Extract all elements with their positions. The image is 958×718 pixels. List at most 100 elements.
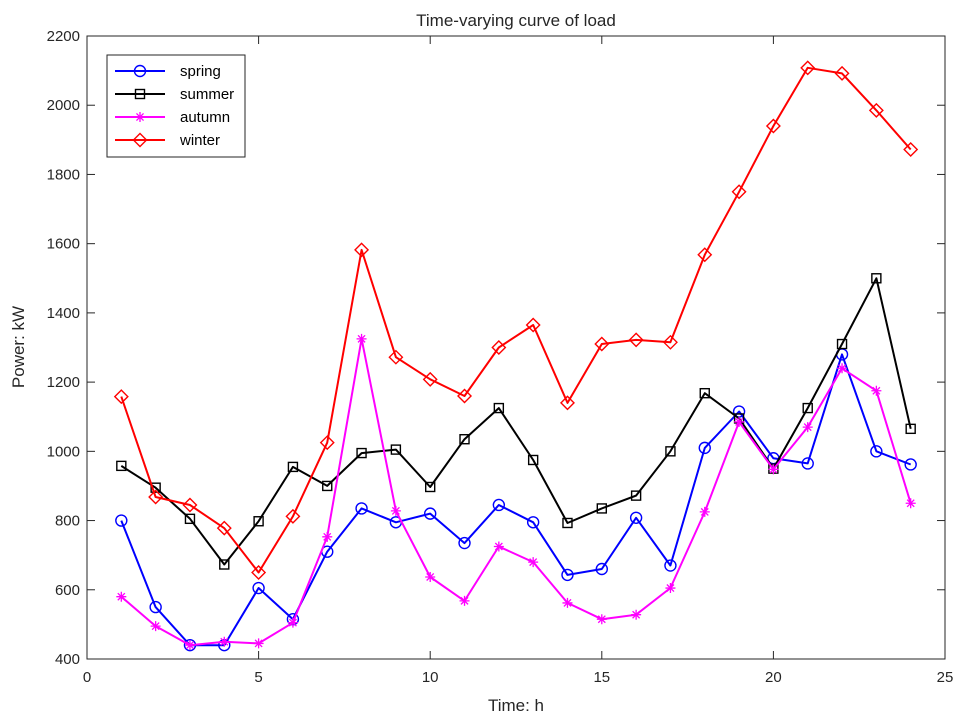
summer-point xyxy=(459,434,470,445)
series-summer xyxy=(116,273,916,570)
y-tick-label: 600 xyxy=(55,582,80,599)
summer-point xyxy=(596,503,607,514)
legend-label: autumn xyxy=(180,109,230,126)
spring-point xyxy=(595,562,608,576)
winter-point xyxy=(903,142,919,158)
legend-item-summer: summer xyxy=(115,86,234,103)
autumn-point xyxy=(356,333,367,344)
autumn-point xyxy=(287,617,298,628)
winter-point xyxy=(457,388,473,404)
winter-point xyxy=(148,489,164,505)
x-tick-label: 25 xyxy=(937,669,954,686)
autumn-point xyxy=(768,464,779,475)
summer-point xyxy=(150,482,161,493)
y-tick-label: 2200 xyxy=(47,28,80,45)
x-tick-label: 20 xyxy=(765,669,782,686)
spring-point xyxy=(526,516,540,529)
series-layer xyxy=(113,60,919,652)
y-tick-label: 800 xyxy=(55,513,80,530)
winter-point xyxy=(697,247,713,263)
spring-point xyxy=(115,514,128,527)
legend-item-winter: winter xyxy=(115,132,220,149)
winter-point xyxy=(182,497,198,513)
y-tick-label: 1400 xyxy=(47,305,80,322)
axes-box xyxy=(86,35,946,660)
summer-point xyxy=(287,461,299,473)
autumn-point xyxy=(837,363,848,374)
series-winter xyxy=(113,60,919,580)
x-tick-label: 0 xyxy=(83,669,91,686)
summer-point xyxy=(699,387,710,399)
legend-marker xyxy=(135,112,145,122)
summer-point xyxy=(219,559,230,570)
autumn-point xyxy=(528,557,539,568)
autumn-point xyxy=(116,591,127,602)
summer-point xyxy=(184,513,196,525)
autumn-point xyxy=(425,571,436,582)
autumn-point xyxy=(905,498,916,509)
autumn-point xyxy=(459,595,470,606)
summer-point xyxy=(562,517,573,529)
summer-point xyxy=(630,490,642,501)
spring-point xyxy=(492,498,506,512)
x-axis-label: Time: h xyxy=(488,696,544,715)
winter-point xyxy=(765,118,781,134)
winter-line xyxy=(120,66,912,574)
chart-title: Time-varying curve of load xyxy=(416,11,616,30)
legend-marker xyxy=(133,64,147,78)
winter-point xyxy=(868,102,884,118)
y-tick-label: 400 xyxy=(55,651,80,668)
winter-point xyxy=(662,334,678,350)
summer-point xyxy=(871,273,882,284)
winter-point xyxy=(491,340,507,355)
x-tick-label: 10 xyxy=(422,669,439,686)
autumn-point xyxy=(253,638,264,649)
autumn-point xyxy=(734,416,745,427)
series-autumn xyxy=(116,333,916,651)
summer-point xyxy=(665,446,676,457)
summer-point xyxy=(322,480,333,492)
summer-line xyxy=(120,277,912,566)
autumn-point xyxy=(184,640,195,651)
summer-point xyxy=(905,423,916,435)
autumn-point xyxy=(562,597,573,608)
winter-point xyxy=(525,317,541,333)
spring-point xyxy=(252,581,265,595)
x-tick-label: 15 xyxy=(593,669,610,686)
autumn-point xyxy=(390,505,401,516)
winter-point xyxy=(731,184,747,200)
summer-point xyxy=(493,402,505,414)
autumn-point xyxy=(631,609,642,620)
autumn-line xyxy=(120,337,912,647)
spring-point xyxy=(801,457,814,470)
y-tick-label: 1000 xyxy=(47,443,80,460)
spring-point xyxy=(458,536,471,550)
legend-label: summer xyxy=(180,86,234,103)
legend-label: spring xyxy=(180,63,221,80)
autumn-point xyxy=(699,506,710,517)
autumn-point xyxy=(802,422,813,433)
winter-point xyxy=(422,371,438,387)
summer-point xyxy=(390,444,402,455)
autumn-point xyxy=(322,531,333,542)
spring-point xyxy=(149,600,162,614)
autumn-point xyxy=(493,541,504,552)
y-tick-label: 2000 xyxy=(47,97,80,114)
autumn-point xyxy=(219,636,230,647)
legend-item-autumn: autumn xyxy=(115,109,230,126)
y-tick-label: 1200 xyxy=(47,374,80,391)
winter-point xyxy=(594,336,610,352)
summer-point xyxy=(356,447,367,459)
winter-point xyxy=(354,242,370,258)
summer-point xyxy=(527,454,539,466)
y-axis-label: Power: kW xyxy=(9,306,28,388)
y-tick-label: 1800 xyxy=(47,166,80,183)
spring-point xyxy=(424,507,437,520)
winter-point xyxy=(628,332,644,348)
spring-point xyxy=(561,568,574,582)
winter-point xyxy=(388,349,404,365)
winter-point xyxy=(834,65,850,81)
summer-point xyxy=(836,338,848,350)
legend-label: winter xyxy=(179,132,220,149)
